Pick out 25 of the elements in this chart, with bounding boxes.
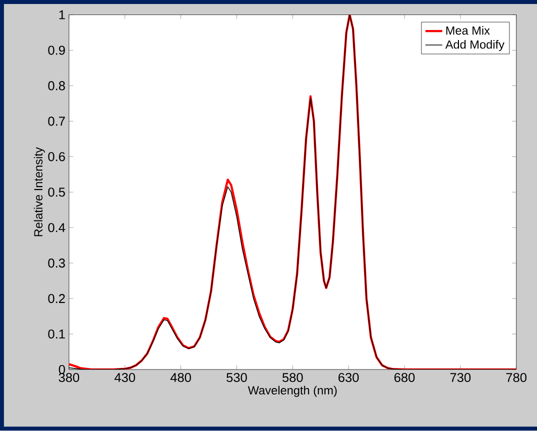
x-tick-label: 630 [338, 373, 359, 382]
y-tick-label: 1 [59, 10, 65, 20]
x-tick-label: 530 [226, 373, 247, 382]
x-tick-label: 780 [506, 373, 526, 382]
y-tick-label: 0.7 [48, 116, 65, 126]
y-tick-label: 0 [58, 365, 66, 374]
y-tick-label: 0.1 [48, 330, 65, 339]
x-tick-label: 380 [58, 373, 80, 382]
y-tick-label: 0.9 [48, 46, 65, 55]
legend-label: Add Modify [445, 40, 504, 52]
x-tick-label: 680 [394, 373, 415, 382]
x-tick-label: 480 [170, 373, 191, 382]
y-axis-title: Relative Intensity [34, 147, 45, 236]
legend-label: Mea Mix [446, 26, 490, 35]
y-tick-label: 0.5 [48, 188, 65, 197]
x-axis-title: Wavelength (nm) [248, 386, 337, 398]
x-tick-label: 730 [450, 373, 471, 382]
y-tick-label: 0.6 [48, 152, 65, 162]
line-series [68, 14, 516, 370]
y-tick-label: 0.3 [48, 258, 65, 268]
y-tick-label: 0.8 [48, 81, 65, 90]
y-tick-label: 0.2 [48, 294, 65, 304]
y-tick-label: 0.4 [48, 223, 66, 232]
x-tick-label: 430 [114, 373, 136, 382]
x-tick-label: 580 [282, 373, 303, 382]
